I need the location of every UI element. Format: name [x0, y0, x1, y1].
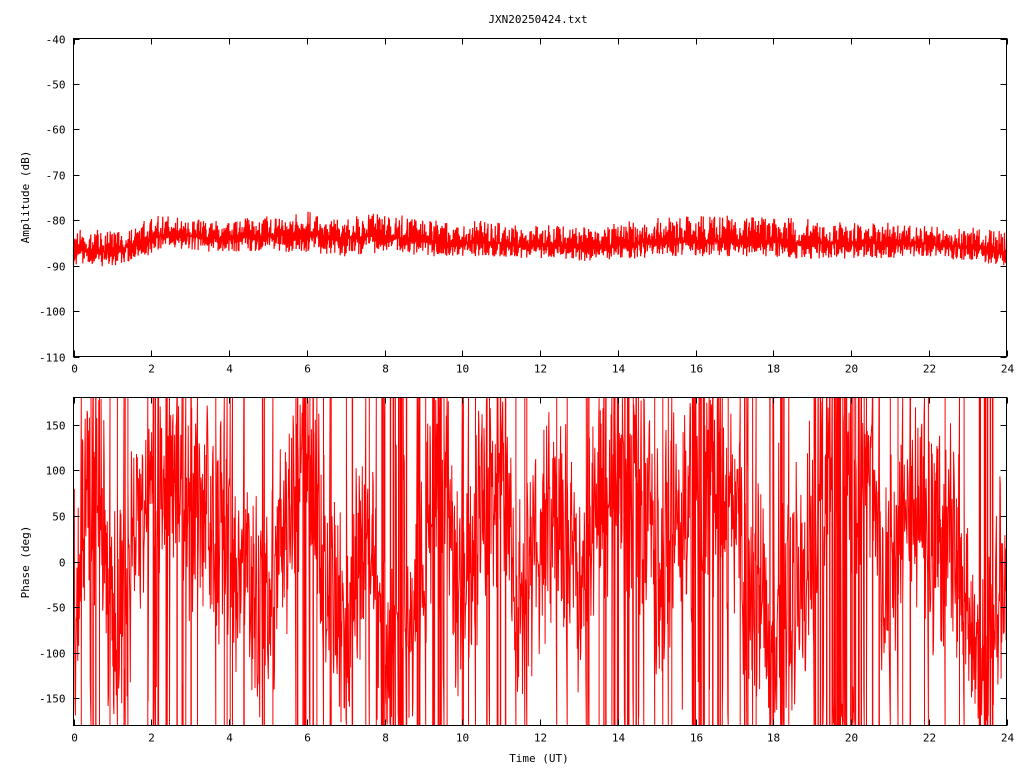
amplitude-series-line — [72, 211, 1008, 267]
phase-trace — [73, 397, 1007, 727]
amplitude-panel: 0 2 4 6 8 10 12 14 16 18 20 22 24-40-50-60-70-80-90-… — [19, 34, 1014, 376]
amplitude-ticks: 0 2 4 6 8 10 12 14 16 18 20 22 24-40-50-60-70-80-90-… — [39, 34, 1014, 376]
y-tick-label: -40 — [46, 34, 66, 47]
y-tick-label: -90 — [46, 261, 66, 274]
x-tick-label: 18 — [767, 363, 780, 376]
x-tick-label: 10 — [456, 732, 469, 745]
x-tick-label: 8 — [382, 363, 389, 376]
x-tick-label: 22 — [923, 363, 936, 376]
y-tick-label: -80 — [46, 215, 66, 228]
x-tick-label: 20 — [845, 363, 858, 376]
x-tick-label: 12 — [534, 732, 547, 745]
x-tick-label: 2 — [148, 732, 155, 745]
x-tick-label: 16 — [690, 732, 703, 745]
y-tick-label: -150 — [39, 693, 66, 706]
y-tick-label: -70 — [46, 170, 66, 183]
x-tick-label: 12 — [534, 363, 547, 376]
x-tick-label: 6 — [304, 363, 311, 376]
x-tick-label: 10 — [456, 363, 469, 376]
y-tick-label: -50 — [46, 79, 66, 92]
x-tick-label: 20 — [845, 732, 858, 745]
x-tick-label: 2 — [148, 363, 155, 376]
amplitude-trace — [72, 211, 1008, 267]
x-tick-label: 6 — [304, 732, 311, 745]
x-tick-label: 22 — [923, 732, 936, 745]
phase-y-axis-label: Phase (deg) — [19, 526, 32, 599]
x-tick-label: 16 — [690, 363, 703, 376]
phase-panel: 0 2 4 6 8 10 12 14 16 18 20 22 24150100500-50-100-15… — [19, 397, 1015, 765]
y-tick-label: -50 — [46, 602, 66, 615]
x-tick-label: 18 — [767, 732, 780, 745]
y-tick-label: -100 — [39, 648, 66, 661]
phase-ticks: 0 2 4 6 8 10 12 14 16 18 20 22 24150100500-50-100-15… — [39, 397, 1015, 745]
x-tick-label: 8 — [382, 732, 389, 745]
y-tick-label: -110 — [39, 352, 66, 365]
y-tick-label: 100 — [46, 465, 66, 478]
x-tick-label: 0 — [71, 732, 78, 745]
y-tick-label: 150 — [46, 420, 66, 433]
time-x-axis-label: Time (UT) — [509, 752, 569, 765]
amplitude-plot-frame — [73, 38, 1007, 357]
x-tick-label: 24 — [1001, 363, 1015, 376]
x-tick-label: 14 — [612, 363, 626, 376]
amplitude-y-axis-label: Amplitude (dB) — [19, 151, 32, 244]
x-tick-label: 24 — [1001, 732, 1015, 745]
y-tick-label: -100 — [39, 306, 66, 319]
y-tick-label: 0 — [59, 557, 66, 570]
x-tick-label: 4 — [226, 732, 233, 745]
x-tick-label: 0 — [71, 363, 78, 376]
chart-title: JXN20250424.txt — [488, 13, 587, 26]
x-tick-label: 14 — [612, 732, 626, 745]
phase-series-line — [73, 397, 1007, 727]
y-tick-label: -60 — [46, 124, 66, 137]
x-tick-label: 4 — [226, 363, 233, 376]
y-tick-label: 50 — [52, 511, 65, 524]
